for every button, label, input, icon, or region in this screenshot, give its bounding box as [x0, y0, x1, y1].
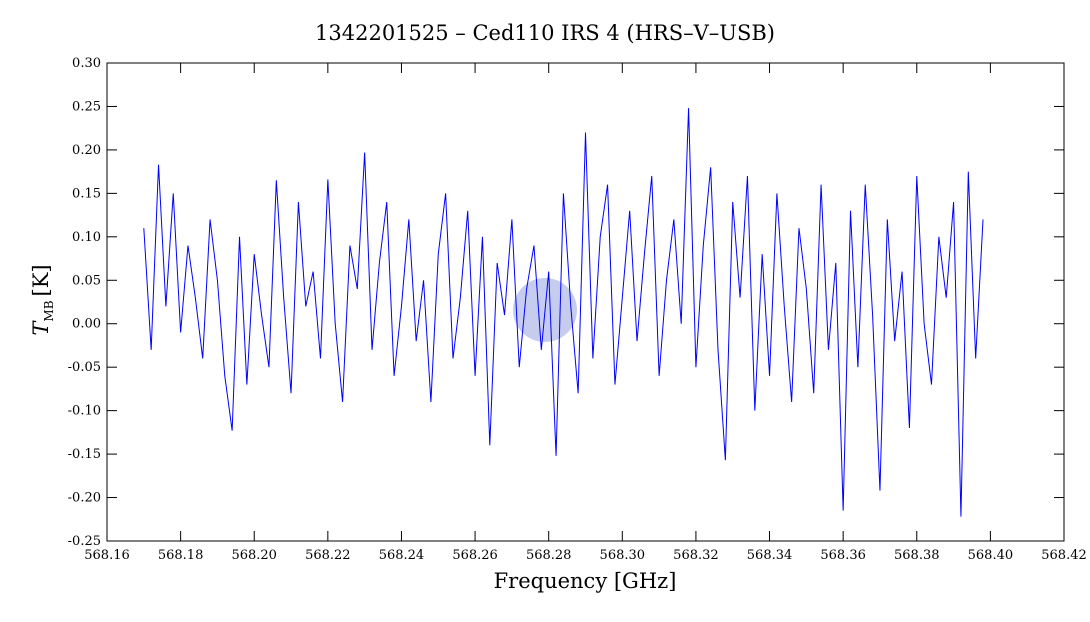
- y-tick-label: 0.00: [72, 317, 101, 332]
- y-tick-label: 0.10: [72, 230, 101, 245]
- x-tick-label: 568.38: [894, 548, 940, 563]
- spectrum-line: [143, 108, 984, 517]
- x-tick-label: 568.16: [84, 548, 130, 563]
- x-tick-label: 568.36: [820, 548, 866, 563]
- x-tick-label: 568.18: [158, 548, 204, 563]
- y-tick-label: -0.15: [68, 447, 101, 462]
- x-tick-label: 568.24: [379, 548, 425, 563]
- y-label-unit: [K]: [29, 264, 53, 296]
- x-tick-label: 568.26: [452, 548, 498, 563]
- y-label-subscript: MB: [42, 300, 56, 321]
- x-tick-label: 568.40: [968, 548, 1014, 563]
- y-label-symbol: T: [29, 320, 53, 336]
- x-tick-label: 568.30: [600, 548, 646, 563]
- y-tick-label: 0.30: [72, 56, 101, 71]
- x-tick-label: 568.34: [747, 548, 793, 563]
- y-tick-label: -0.10: [68, 404, 101, 419]
- y-tick-label: -0.25: [68, 534, 101, 549]
- x-tick-label: 568.28: [526, 548, 572, 563]
- x-tick-label: 568.22: [305, 548, 351, 563]
- x-tick-label: 568.42: [1041, 548, 1087, 563]
- x-tick-label: 568.32: [673, 548, 719, 563]
- x-tick-label: 568.20: [231, 548, 277, 563]
- plot-frame: [106, 62, 1065, 542]
- y-tick-label: -0.20: [68, 491, 101, 506]
- x-axis-label: Frequency [GHz]: [494, 569, 677, 593]
- y-tick-label: 0.15: [72, 186, 101, 201]
- y-tick-label: -0.05: [68, 360, 101, 375]
- y-tick-label: 0.20: [72, 143, 101, 158]
- y-tick-label: 0.05: [72, 273, 101, 288]
- y-axis-label: TMB [K]: [29, 264, 56, 335]
- y-tick-label: 0.25: [72, 99, 101, 114]
- chart-title: 1342201525 – Ced110 IRS 4 (HRS–V–USB): [315, 21, 775, 45]
